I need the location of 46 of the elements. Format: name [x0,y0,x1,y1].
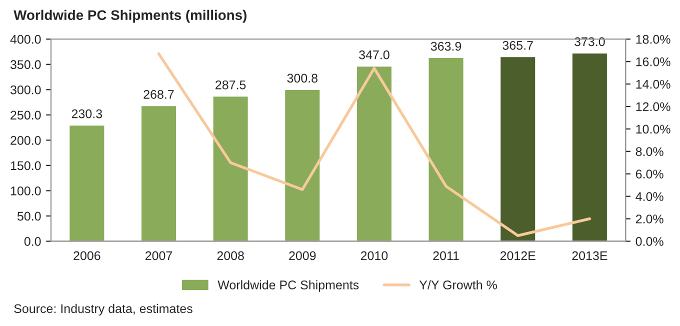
x-tick-label: 2012E [500,251,536,260]
y-tick-label: 200.0 [10,136,41,145]
legend-label: Y/Y Growth % [419,280,497,290]
y2-tick-label: 16.0% [636,57,670,66]
bar [571,52,608,242]
y-tick-label: 400.0 [10,34,41,44]
y2-tick-label: 0.0% [636,237,664,246]
bar [212,95,250,242]
bar [499,56,537,242]
data-label: 230.3 [72,109,102,118]
y-tick-label: 300.0 [10,85,41,94]
bar [427,56,465,242]
y-tick-label: 350.0 [10,60,41,70]
y2-tick-label: 2.0% [636,214,664,224]
data-label: 300.8 [287,74,318,83]
source-note: Source: Industry data, estimates [14,304,192,316]
x-tick-label: 2007 [145,251,172,260]
bar [284,88,322,242]
y2-tick-label: 18.0% [636,34,670,44]
x-tick-label: 2008 [217,251,244,260]
data-label: 268.7 [144,90,174,99]
y-tick-label: 50.0 [17,212,41,221]
y-tick-label: 0.0 [24,237,41,246]
y-tick-label: 100.0 [10,186,41,196]
data-label: 287.5 [216,80,246,90]
x-tick-label: 2009 [289,251,316,260]
data-label: 365.7 [502,40,533,50]
y2-tick-label: 6.0% [636,170,664,179]
y-tick-label: 250.0 [10,110,41,120]
y2-tick-label: 10.0% [636,124,670,134]
x-tick-label: 2011 [433,251,459,260]
x-tick-label: 2010 [360,251,388,260]
x-tick-label: 2006 [74,251,100,260]
legend-label: Worldwide PC Shipments [218,280,359,292]
chart-title: Worldwide PC Shipments (millions) [14,10,246,23]
y2-tick-label: 4.0% [636,192,664,201]
data-label: 347.0 [359,50,390,60]
y-tick-label: 150.0 [10,161,41,170]
y2-tick-label: 12.0% [636,102,670,112]
bar [356,65,393,242]
data-label: 363.9 [430,42,462,51]
bar [68,124,106,242]
x-tick-label: 2013E [572,251,608,260]
bar [140,104,178,242]
y2-tick-label: 8.0% [636,147,664,156]
y2-tick-label: 14.0% [636,80,670,89]
